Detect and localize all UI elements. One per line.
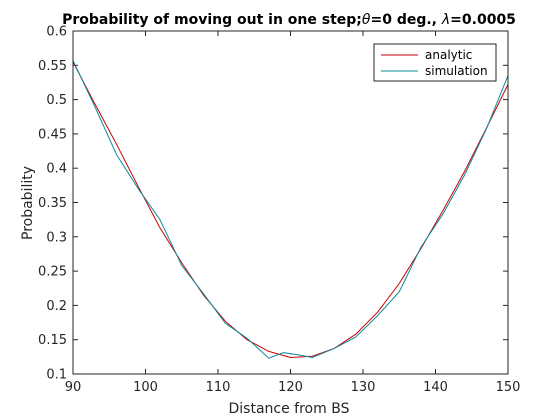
chart-title: Probability of moving out in one step;θ=… <box>62 12 516 28</box>
y-tick-label: 0.3 <box>46 230 67 245</box>
y-axis-label: Probability <box>20 166 36 240</box>
y-tick-label: 0.45 <box>38 127 67 142</box>
x-tick-label: 130 <box>351 380 376 395</box>
y-tick-label: 0.15 <box>38 333 67 348</box>
y-tick-label: 0.5 <box>46 93 67 108</box>
legend-label-analytic: analytic <box>425 48 472 62</box>
x-tick-label: 90 <box>65 380 82 395</box>
x-tick-label: 110 <box>206 380 231 395</box>
x-tick-label: 150 <box>496 380 521 395</box>
x-tick-label: 120 <box>278 380 303 395</box>
y-tick-label: 0.55 <box>38 59 67 74</box>
y-tick-label: 0.35 <box>38 196 67 211</box>
y-tick-label: 0.6 <box>46 25 67 40</box>
y-tick-label: 0.4 <box>46 162 67 177</box>
plot-area: 90 100 110 120 130 140 150 0.1 0.15 0.2 0.25 0.3 0.3… <box>38 25 520 396</box>
x-tick-label: 140 <box>423 380 448 395</box>
x-tick-label: 100 <box>133 380 158 395</box>
x-axis-label: Distance from BS <box>229 401 350 417</box>
y-tick-label: 0.1 <box>46 368 67 383</box>
legend-label-simulation: simulation <box>425 64 488 78</box>
axes-background <box>73 31 508 374</box>
y-tick-label: 0.25 <box>38 265 67 280</box>
y-tick-label: 0.2 <box>46 299 67 314</box>
